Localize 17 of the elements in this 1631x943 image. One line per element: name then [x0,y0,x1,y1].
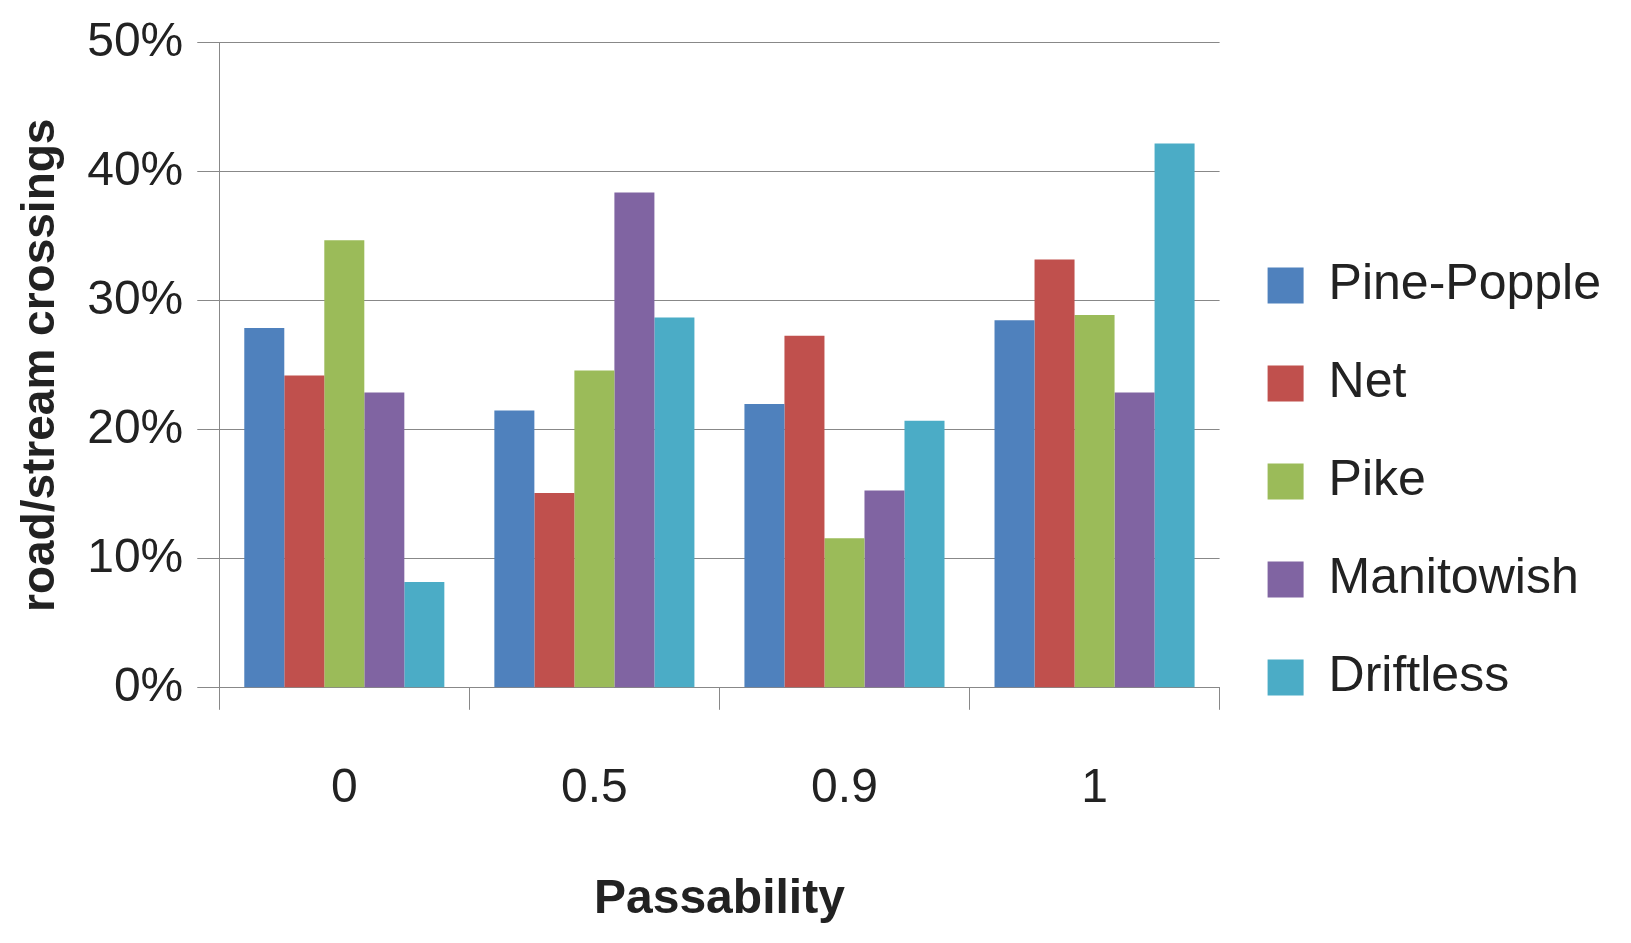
legend-label: Net [1328,352,1407,409]
legend-label: Pike [1328,450,1426,507]
y-axis-title: road/stream crossings [12,118,65,613]
y-tick-label: 50% [87,13,184,67]
legend-label: Manitowish [1328,548,1579,605]
x-axis-title: Passability [594,870,846,924]
y-tick-label: 20% [87,400,184,454]
y-tick-label: 40% [87,142,184,196]
x-tick-label: 1 [1081,758,1108,812]
legend-label: Driftless [1328,646,1510,703]
x-tick-label: 0 [330,758,358,812]
y-tick-label: 30% [87,271,184,325]
x-tick-label: 0.5 [561,758,628,812]
y-tick-label: 10% [87,529,184,583]
y-tick-label: 0% [113,658,184,712]
x-tick-label: 0.9 [811,758,878,812]
legend-label: Pine-Popple [1328,254,1602,311]
